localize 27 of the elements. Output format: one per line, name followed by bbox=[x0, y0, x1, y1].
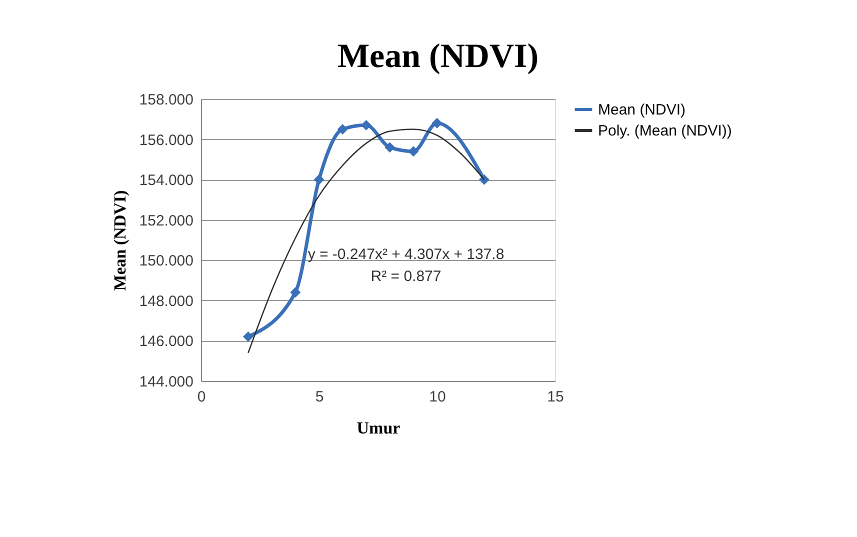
point bbox=[384, 142, 396, 153]
y-tick-label: 154.000 bbox=[139, 172, 194, 190]
legend-label: Poly. (Mean (NDVI)) bbox=[598, 122, 732, 140]
x-axis-title: Umur bbox=[356, 418, 401, 438]
point bbox=[337, 124, 348, 134]
y-tick-label: 156.000 bbox=[139, 132, 194, 149]
y-tick-label: 150.000 bbox=[139, 252, 194, 270]
annotation: y = -0.247x² + 4.307x + 137.8 bbox=[308, 246, 504, 263]
y-tick-label: 148.000 bbox=[139, 292, 194, 310]
point bbox=[290, 287, 301, 298]
x-tick-label: 0 bbox=[197, 388, 206, 406]
x-tick-label: 10 bbox=[429, 388, 446, 406]
point bbox=[478, 174, 490, 185]
y-tick-label: 144.000 bbox=[139, 374, 194, 390]
legend-label: Mean (NDVI) bbox=[598, 102, 686, 118]
y-tick-label: 146.000 bbox=[139, 333, 194, 350]
point bbox=[314, 174, 324, 185]
y-tick-label: 152.000 bbox=[139, 212, 194, 230]
x-tick-label: 15 bbox=[547, 388, 564, 406]
y-axis-title: Mean (NDVI) bbox=[110, 190, 130, 291]
annotation: R² = 0.877 bbox=[370, 268, 442, 285]
x-tick-label: 5 bbox=[315, 388, 324, 406]
point bbox=[432, 118, 442, 128]
point bbox=[408, 146, 419, 157]
chart-title: Mean (NDVI) bbox=[337, 38, 539, 75]
y-tick-label: 158.000 bbox=[139, 92, 194, 108]
point bbox=[242, 331, 254, 342]
